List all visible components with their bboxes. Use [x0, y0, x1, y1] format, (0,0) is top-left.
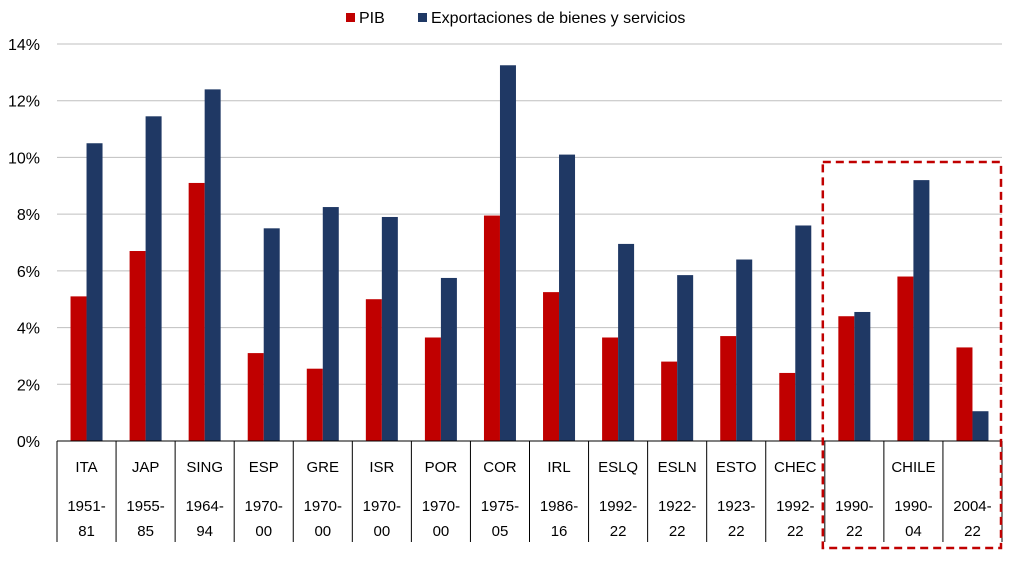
x-tick-label-period-end: 00	[374, 523, 391, 540]
legend-swatch	[418, 13, 427, 22]
bar-exportaciones	[854, 311, 871, 441]
y-tick-label: 0%	[17, 434, 40, 451]
legend-label: PIB	[359, 10, 385, 27]
x-tick-label-country: ESP	[249, 459, 279, 476]
x-tick-label-period-start: 2004-	[953, 498, 991, 515]
bar-exportaciones	[381, 216, 398, 441]
bars	[70, 65, 989, 442]
x-tick-label-country: JAP	[132, 459, 160, 476]
bar-pib	[424, 337, 441, 441]
y-axis: 0% 2% 4% 6% 8% 10% 12% 14%	[8, 37, 40, 451]
y-tick-label: 4%	[17, 321, 40, 338]
x-tick-label-period-start: 1923-	[717, 498, 755, 515]
x-tick-label-country: COR	[483, 459, 517, 476]
x-tick-label-period-end: 22	[964, 523, 981, 540]
x-tick-label-period-start: 1970-	[245, 498, 283, 515]
x-tick-label-period-end: 22	[610, 523, 627, 540]
bar-exportaciones	[559, 154, 576, 442]
bar-exportaciones	[204, 89, 221, 441]
x-tick-label-period-start: 1992-	[599, 498, 637, 515]
bar-pib	[129, 251, 146, 441]
bar-pib	[720, 336, 737, 441]
bar-exportaciones	[677, 275, 694, 441]
bar-pib	[306, 368, 323, 441]
x-tick-label-period-start: 1975-	[481, 498, 519, 515]
x-tick-label-country: POR	[425, 459, 458, 476]
bar-exportaciones	[86, 143, 103, 441]
x-tick-label-country: CHEC	[774, 459, 817, 476]
bar-exportaciones	[972, 411, 989, 441]
y-tick-label: 8%	[17, 207, 40, 224]
bar-pib	[661, 361, 678, 441]
x-tick-label-period-end: 22	[728, 523, 745, 540]
x-tick-label-country: ESTO	[716, 459, 757, 476]
bar-pib	[70, 296, 87, 441]
y-tick-label: 10%	[8, 150, 40, 167]
bar-pib	[188, 182, 205, 441]
y-tick-label: 2%	[17, 377, 40, 394]
x-tick-label-period-start: 1990-	[835, 498, 873, 515]
bar-exportaciones	[913, 180, 930, 441]
x-tick-label-period-end: 22	[787, 523, 804, 540]
x-tick-label-period-end: 85	[137, 523, 154, 540]
x-tick-label-country: ISR	[369, 459, 394, 476]
bar-exportaciones	[499, 65, 516, 442]
legend-swatch	[346, 13, 355, 22]
bar-exportaciones	[263, 228, 280, 441]
x-tick-label-country: GRE	[307, 459, 340, 476]
x-tick-label-period-end: 00	[433, 523, 450, 540]
highlight-region	[821, 160, 1003, 550]
x-tick-label-country: ITA	[75, 459, 97, 476]
x-tick-label-period-start: 1986-	[540, 498, 578, 515]
bar-pib	[602, 337, 619, 441]
x-tick-label-period-end: 94	[196, 523, 213, 540]
x-tick-label-period-end: 00	[314, 523, 331, 540]
bar-pib	[956, 347, 973, 441]
x-tick-label-period-end: 16	[551, 523, 568, 540]
x-tick-label-period-start: 1990-	[894, 498, 932, 515]
y-tick-label: 12%	[8, 94, 40, 111]
x-tick-label-period-end: 04	[905, 523, 922, 540]
bar-pib	[365, 299, 382, 441]
legend: PIB Exportaciones de bienes y servicios	[346, 10, 685, 27]
bar-pib	[247, 353, 264, 441]
x-tick-label-period-start: 1951-	[67, 498, 105, 515]
highlight-box	[821, 160, 1003, 550]
x-tick-label-period-start: 1970-	[422, 498, 460, 515]
x-tick-label-country: CHILE	[891, 459, 935, 476]
category-table: ITA 1951- 81 JAP 1955- 85 SING 1964- 94 ESP 1970- 0…	[56, 440, 1003, 542]
bar-pib	[779, 372, 796, 441]
bar-exportaciones	[736, 259, 753, 441]
x-tick-label-country: IRL	[547, 459, 570, 476]
x-tick-label-period-end: 81	[78, 523, 95, 540]
bar-exportaciones	[145, 116, 162, 441]
x-tick-label-period-start: 1970-	[363, 498, 401, 515]
x-tick-label-period-end: 22	[669, 523, 686, 540]
bar-pib	[483, 215, 500, 441]
bar-exportaciones	[440, 277, 457, 441]
x-tick-label-period-end: 22	[846, 523, 863, 540]
bar-exportaciones	[795, 225, 812, 441]
x-tick-label-period-start: 1964-	[185, 498, 223, 515]
bar-pib	[543, 292, 560, 441]
y-tick-label: 14%	[8, 37, 40, 54]
x-tick-label-period-end: 05	[492, 523, 509, 540]
x-tick-label-period-start: 1970-	[304, 498, 342, 515]
x-tick-label-country: ESLN	[658, 459, 697, 476]
legend-label: Exportaciones de bienes y servicios	[431, 10, 685, 27]
y-tick-label: 6%	[17, 264, 40, 281]
x-tick-label-country: ESLQ	[598, 459, 638, 476]
bar-exportaciones	[618, 243, 635, 441]
x-tick-label-period-start: 1992-	[776, 498, 814, 515]
bar-pib	[838, 316, 855, 441]
x-tick-label-period-start: 1955-	[126, 498, 164, 515]
bar-exportaciones	[322, 207, 339, 441]
bar-pib	[897, 276, 914, 441]
x-tick-label-period-start: 1922-	[658, 498, 696, 515]
x-tick-label-period-end: 00	[255, 523, 272, 540]
x-tick-label-country: SING	[186, 459, 223, 476]
